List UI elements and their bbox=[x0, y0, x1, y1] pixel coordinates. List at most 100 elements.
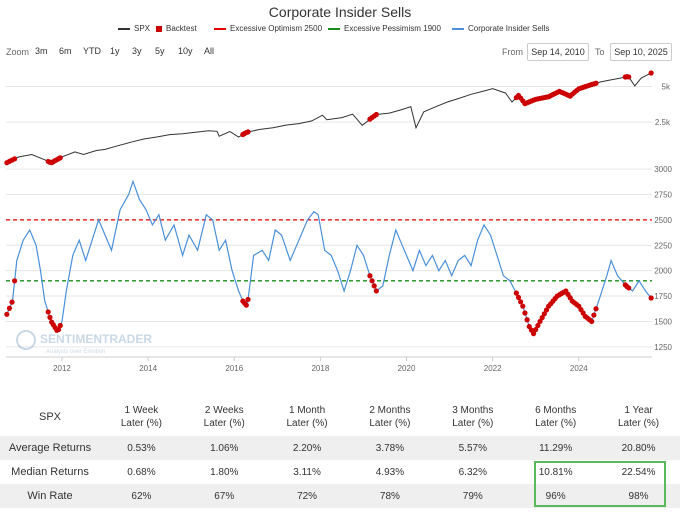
backtest-insider-point bbox=[537, 318, 543, 325]
returns-table: SPX 1 Week Later (%) 2 Weeks Later (%) 1 M… bbox=[0, 398, 680, 508]
col-header-3m: 3 Months Later (%) bbox=[452, 405, 494, 429]
backtest-insider-point bbox=[6, 305, 13, 311]
zoom-1y-button[interactable]: 1y bbox=[110, 46, 120, 56]
backtest-insider-markers bbox=[4, 273, 654, 337]
insider-tick-label: 2000 bbox=[654, 267, 672, 276]
x-tick-label: 2016 bbox=[225, 364, 243, 373]
backtest-insider-point bbox=[45, 309, 51, 315]
backtest-insider-point bbox=[522, 310, 528, 316]
from-label: From bbox=[502, 47, 523, 57]
watermark: SENTIMENTRADER Analysis over Emotion bbox=[16, 330, 152, 355]
col-header-6m: 6 Months Later (%) bbox=[535, 405, 577, 429]
backtest-insider-point bbox=[373, 288, 379, 294]
threshold-lines bbox=[6, 219, 652, 282]
zoom-6m-button[interactable]: 6m bbox=[59, 46, 72, 56]
col-header-2m: 2 Months Later (%) bbox=[369, 405, 411, 429]
col-header-2w: 2 Weeks Later (%) bbox=[203, 405, 245, 429]
backtest-spx-point bbox=[373, 111, 379, 118]
backtest-insider-point bbox=[243, 302, 249, 308]
zoom-5y-button[interactable]: 5y bbox=[155, 46, 165, 56]
backtest-insider-point bbox=[515, 294, 522, 301]
from-date-input[interactable]: Sep 14, 2010 bbox=[527, 43, 589, 61]
backtest-insider-point bbox=[518, 299, 524, 305]
insider-tick-label: 1750 bbox=[654, 292, 672, 301]
insider-tick-label: 1500 bbox=[654, 317, 672, 326]
legend-item-pessimism[interactable]: Excessive Pessimism 1900 bbox=[328, 24, 441, 33]
chart-plot: SENTIMENTRADER Analysis over Emotion 2.5… bbox=[4, 70, 673, 373]
zoom-all-button[interactable]: All bbox=[204, 46, 215, 56]
backtest-insider-point bbox=[626, 285, 632, 291]
zoom-label: Zoom bbox=[6, 47, 30, 57]
col-header-1y: 1 Year Later (%) bbox=[617, 405, 660, 429]
insider-tick-label: 2500 bbox=[654, 216, 672, 225]
backtest-insider-point bbox=[369, 278, 375, 284]
backtest-insider-point bbox=[371, 283, 377, 289]
backtest-insider-point bbox=[524, 317, 530, 323]
backtest-insider-point bbox=[47, 314, 53, 320]
backtest-spx-point bbox=[245, 129, 251, 135]
backtest-insider-point bbox=[12, 278, 18, 284]
y-axis-labels: 2.5k 5k 1250 1500 1750 2000 2250 2500 2750 3000 bbox=[654, 83, 672, 352]
legend-item-insider[interactable]: Corporate Insider Sells bbox=[452, 24, 549, 33]
chart-title: Corporate Insider Sells bbox=[268, 4, 412, 20]
legend-item-spx[interactable]: SPX bbox=[118, 24, 150, 33]
zoom-3m-button[interactable]: 3m bbox=[35, 46, 48, 56]
backtest-insider-point bbox=[530, 331, 537, 337]
table-header-row: SPX 1 Week Later (%) 2 Weeks Later (%) 1 M… bbox=[0, 398, 680, 436]
table-corner: SPX bbox=[38, 410, 61, 423]
zoom-10y-button[interactable]: 10y bbox=[178, 46, 193, 56]
backtest-insider-point bbox=[367, 273, 373, 279]
backtest-spx-point bbox=[648, 70, 654, 76]
x-tick-label: 2024 bbox=[570, 364, 588, 373]
backtest-insider-point bbox=[55, 326, 62, 333]
to-date-input[interactable]: Sep 10, 2025 bbox=[610, 43, 672, 61]
table-row: Median Returns 0.68% 1.80% 3.11% 4.93% 6.32… bbox=[11, 466, 656, 478]
spx-tick-label: 2.5k bbox=[655, 118, 671, 127]
watermark-name: SENTIMENTRADER bbox=[40, 332, 152, 346]
x-tick-label: 2012 bbox=[53, 364, 71, 373]
zoom-3y-button[interactable]: 3y bbox=[132, 46, 142, 56]
x-tick-label: 2014 bbox=[139, 364, 157, 373]
to-label: To bbox=[595, 47, 605, 57]
watermark-logo-icon bbox=[16, 330, 36, 350]
legend-item-optimism[interactable]: Excessive Optimism 2500 bbox=[214, 24, 322, 33]
backtest-spx-markers bbox=[4, 70, 654, 166]
chart-legend: SPX Backtest Excessive Optimism 2500 Exc… bbox=[0, 24, 680, 38]
insider-tick-label: 3000 bbox=[654, 165, 672, 174]
backtest-spx-point bbox=[12, 156, 18, 162]
x-axis-labels: 2012 2014 2016 2018 2020 2022 2024 bbox=[53, 364, 588, 373]
backtest-insider-point bbox=[589, 318, 595, 325]
x-tick-label: 2020 bbox=[398, 364, 416, 373]
watermark-tagline: Analysis over Emotion bbox=[46, 349, 105, 355]
backtest-insider-point bbox=[541, 311, 547, 317]
spx-tick-label: 5k bbox=[662, 83, 671, 92]
table-row: Average Returns 0.53% 1.06% 2.20% 3.78% 5.5… bbox=[0, 436, 680, 460]
backtest-insider-point bbox=[513, 290, 519, 296]
backtest-spx-point bbox=[593, 80, 599, 86]
backtest-insider-point bbox=[520, 303, 526, 309]
backtest-insider-point bbox=[245, 296, 251, 303]
grid-lines bbox=[6, 86, 652, 361]
backtest-insider-point bbox=[57, 322, 63, 329]
backtest-insider-point bbox=[535, 322, 541, 329]
insider-series-line bbox=[5, 179, 653, 335]
x-tick-label: 2018 bbox=[311, 364, 329, 373]
backtest-spx-point bbox=[57, 155, 63, 161]
backtest-insider-point bbox=[648, 295, 654, 301]
insider-tick-label: 1250 bbox=[654, 343, 672, 352]
backtest-insider-point bbox=[533, 326, 539, 333]
legend-item-backtest[interactable]: Backtest bbox=[156, 24, 197, 33]
backtest-spx-point bbox=[626, 74, 632, 80]
zoom-ytd-button[interactable]: YTD bbox=[83, 46, 101, 56]
insider-tick-label: 2750 bbox=[654, 190, 672, 199]
col-header-1m: 1 Month Later (%) bbox=[286, 405, 328, 429]
x-tick-label: 2022 bbox=[484, 364, 502, 373]
insider-tick-label: 2250 bbox=[654, 241, 672, 250]
backtest-insider-point bbox=[543, 307, 550, 313]
col-header-1w: 1 Week Later (%) bbox=[120, 405, 162, 429]
backtest-insider-point bbox=[591, 312, 597, 318]
table-row: Win Rate 62% 67% 72% 78% 79% 96% 98% bbox=[0, 484, 680, 508]
backtest-insider-point bbox=[9, 299, 15, 305]
backtest-insider-point bbox=[539, 315, 545, 321]
backtest-insider-point bbox=[593, 306, 599, 312]
